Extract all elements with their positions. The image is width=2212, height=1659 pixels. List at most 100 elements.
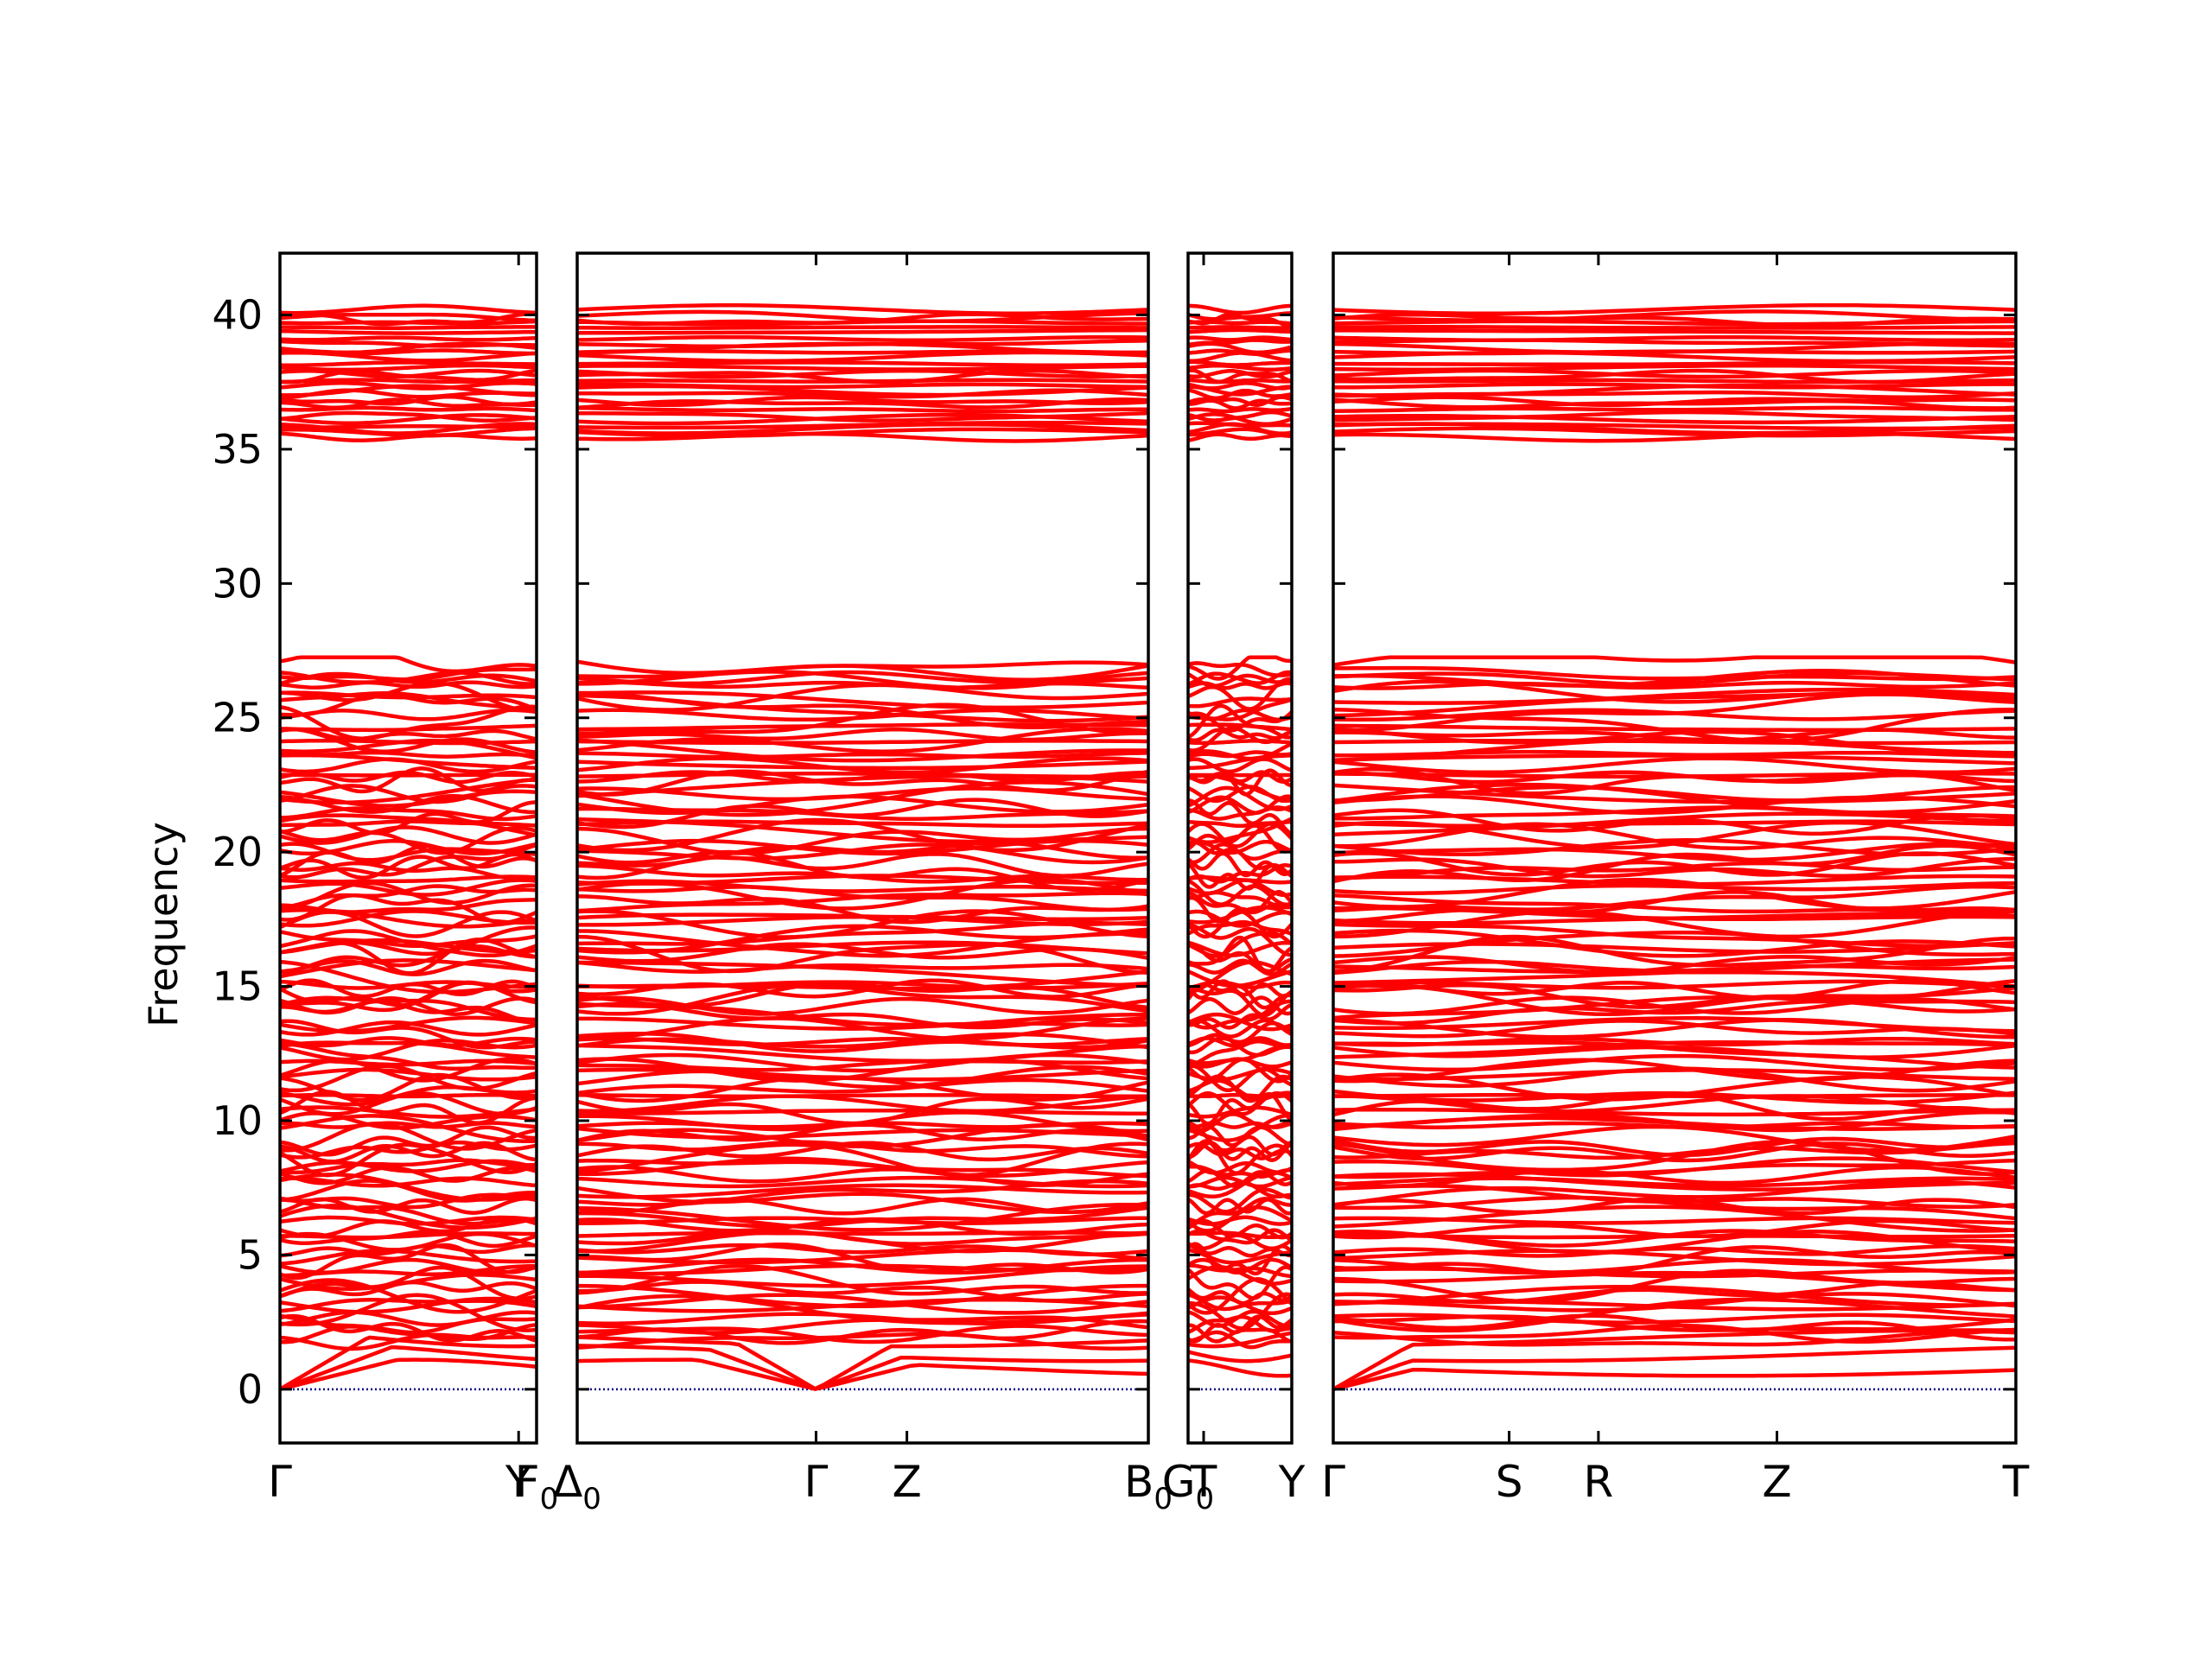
phonon-band: [577, 368, 1148, 385]
phonon-band: [1333, 328, 2016, 335]
phonon-band: [280, 806, 537, 822]
phonon-band: [280, 671, 537, 686]
phonon-band: [280, 979, 537, 990]
phonon-band: [280, 1159, 537, 1173]
acoustic-band: [577, 1335, 1148, 1391]
phonon-band: [280, 1192, 537, 1210]
phonon-band: [1333, 1313, 2016, 1325]
phonon-band: [1188, 819, 1292, 829]
kpoint-label: T: [1190, 1457, 1217, 1507]
phonon-band: [577, 849, 1148, 893]
phonon-band: [1333, 1058, 2016, 1084]
acoustic-band: [280, 1357, 537, 1391]
phonon-band: [1188, 1036, 1292, 1048]
phonon-band: [1188, 1113, 1292, 1142]
acoustic-band: [1188, 1331, 1292, 1349]
phonon-band: [577, 1283, 1148, 1308]
phonon-band: [1333, 931, 2016, 958]
phonon-band: [1333, 1285, 2016, 1307]
phonon-band: [1188, 311, 1292, 321]
acoustic-band: [1333, 1367, 2016, 1391]
phonon-band: [280, 1036, 537, 1048]
phonon-band: [577, 756, 1148, 775]
y-tick-label: 0: [238, 1366, 263, 1413]
phonon-band: [1188, 303, 1292, 315]
acoustic-band: [1188, 1350, 1292, 1363]
phonon-band: [280, 378, 537, 385]
phonon-band: [280, 312, 537, 323]
phonon-band: [280, 1058, 537, 1067]
phonon-band: [577, 751, 1148, 760]
phonon-band: [1188, 1187, 1292, 1214]
phonon-band: [280, 424, 537, 429]
phonon-band: [577, 1243, 1148, 1257]
phonon-band: [280, 893, 537, 925]
phonon-band: [577, 1185, 1148, 1215]
phonon-band: [1188, 1198, 1292, 1216]
phonon-band: [577, 1057, 1148, 1083]
phonon-band: [1333, 1292, 2016, 1313]
phonon-band: [1333, 405, 2016, 413]
acoustic-band: [1333, 1345, 2016, 1391]
phonon-band: [577, 1067, 1148, 1082]
phonon-band: [577, 1183, 1148, 1199]
phonon-band: [1188, 726, 1292, 753]
phonon-band: [1188, 931, 1292, 958]
phonon-band: [1188, 1287, 1292, 1306]
phonon-band: [1333, 995, 2016, 1020]
phonon-band: [577, 885, 1148, 912]
phonon-band: [577, 1065, 1148, 1090]
phonon-band: [1188, 1064, 1292, 1093]
phonon-band: [1188, 1018, 1292, 1039]
phonon-band: [1333, 312, 2016, 327]
phonon-band: [577, 769, 1148, 797]
phonon-band: [280, 777, 537, 805]
phonon-band: [577, 1280, 1148, 1303]
phonon-band: [577, 1165, 1148, 1187]
phonon-band: [1333, 1249, 2016, 1267]
phonon-band: [1333, 363, 2016, 372]
phonon-band: [1333, 783, 2016, 804]
phonon-band: [1333, 368, 2016, 385]
phonon-band: [280, 1196, 537, 1226]
phonon-band: [577, 427, 1148, 438]
phonon-band: [1188, 1309, 1292, 1328]
phonon-band: [577, 360, 1148, 367]
phonon-band: [577, 960, 1148, 988]
phonon-band: [1333, 309, 2016, 323]
kpoint-label: S: [1496, 1457, 1523, 1507]
phonon-band: [577, 738, 1148, 763]
phonon-band: [1188, 919, 1292, 937]
phonon-band: [1333, 856, 2016, 879]
panel-2: Δ0 Γ Z B0: [553, 251, 1173, 1516]
phonon-band: [280, 1067, 537, 1082]
panel-3: G0T Y: [1162, 251, 1306, 1516]
phonon-band: [280, 1142, 537, 1178]
phonon-band: [280, 1072, 537, 1103]
phonon-band: [280, 789, 537, 808]
phonon-band: [1188, 851, 1292, 878]
phonon-band: [577, 395, 1148, 408]
phonon-band: [577, 670, 1148, 686]
phonon-band: [577, 826, 1148, 855]
phonon-band: [577, 410, 1148, 423]
phonon-band: [1333, 785, 2016, 803]
y-tick-label: 15: [212, 963, 263, 1010]
phonon-band: [1333, 1139, 2016, 1176]
phonon-band: [280, 655, 537, 674]
phonon-band: [280, 878, 537, 897]
phonon-band: [1188, 794, 1292, 815]
phonon-band: [1333, 756, 2016, 775]
phonon-band: [280, 930, 537, 949]
phonon-band: [1188, 1292, 1292, 1331]
phonon-band: [1333, 979, 2016, 990]
phonon-band: [1188, 1175, 1292, 1189]
phonon-band: [577, 995, 1148, 1016]
kpoint-label: Y: [505, 1457, 532, 1507]
phonon-band: [1188, 710, 1292, 733]
phonon-band: [280, 690, 537, 700]
phonon-band: [1333, 1053, 2016, 1072]
phonon-band: [1333, 928, 2016, 958]
phonon-band: [1333, 999, 2016, 1026]
phonon-band: [577, 982, 1148, 1010]
